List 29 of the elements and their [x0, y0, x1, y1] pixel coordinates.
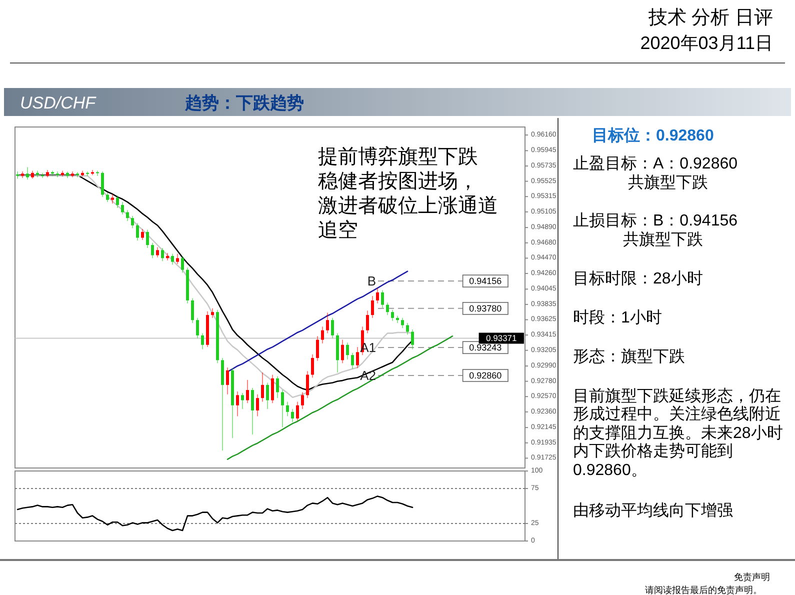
text: 共旗型下跌: [623, 230, 703, 248]
text: 目前旗型下跌延续形态，仍在形成过程中。关注绿色线附近的支撑阻力互换。未来28小时内下跌价格走势可能到0.92860。: [573, 388, 784, 480]
text: USD/CHF: [20, 94, 98, 112]
text: 2020年03月11日: [640, 33, 773, 53]
ref-line-label: 0.93371: [486, 333, 518, 344]
text: 止盈目标：A：0.92860: [573, 154, 738, 172]
text: 技术 分析 日评: [647, 8, 773, 28]
text: 请阅读报告最后的免责声明。: [645, 585, 762, 595]
line-series: [226, 335, 454, 460]
annotation: 提前博弈旗型下跌: [318, 145, 478, 168]
text: 形态：旗型下跌: [573, 348, 685, 366]
ref-line-label: 0.92860: [469, 370, 502, 380]
ref-line-label: 0.93243: [469, 342, 502, 353]
annotation: 激进者破位上涨通道: [318, 195, 498, 217]
text: 由移动平均线向下增强: [573, 502, 733, 520]
annotation: B: [367, 274, 376, 289]
candlestick: [96, 170, 99, 176]
ref-line-label: 0.94156: [469, 276, 502, 286]
ref-line-label: 0.93780: [469, 303, 502, 314]
text: 共旗型下跌: [628, 174, 708, 192]
text: 目标时限：28小时: [573, 270, 703, 288]
text: 时段：1小时: [573, 308, 662, 326]
text: 趋势：下跌趋势: [184, 94, 304, 112]
text: 免责声明: [734, 572, 770, 582]
text: 止损目标：B：0.94156: [573, 212, 738, 230]
line-series: [16, 496, 414, 532]
annotation: 稳健者按图进场，: [318, 170, 478, 192]
annotation: 追空: [318, 220, 358, 242]
text: 目标位：0.92860: [592, 126, 714, 144]
